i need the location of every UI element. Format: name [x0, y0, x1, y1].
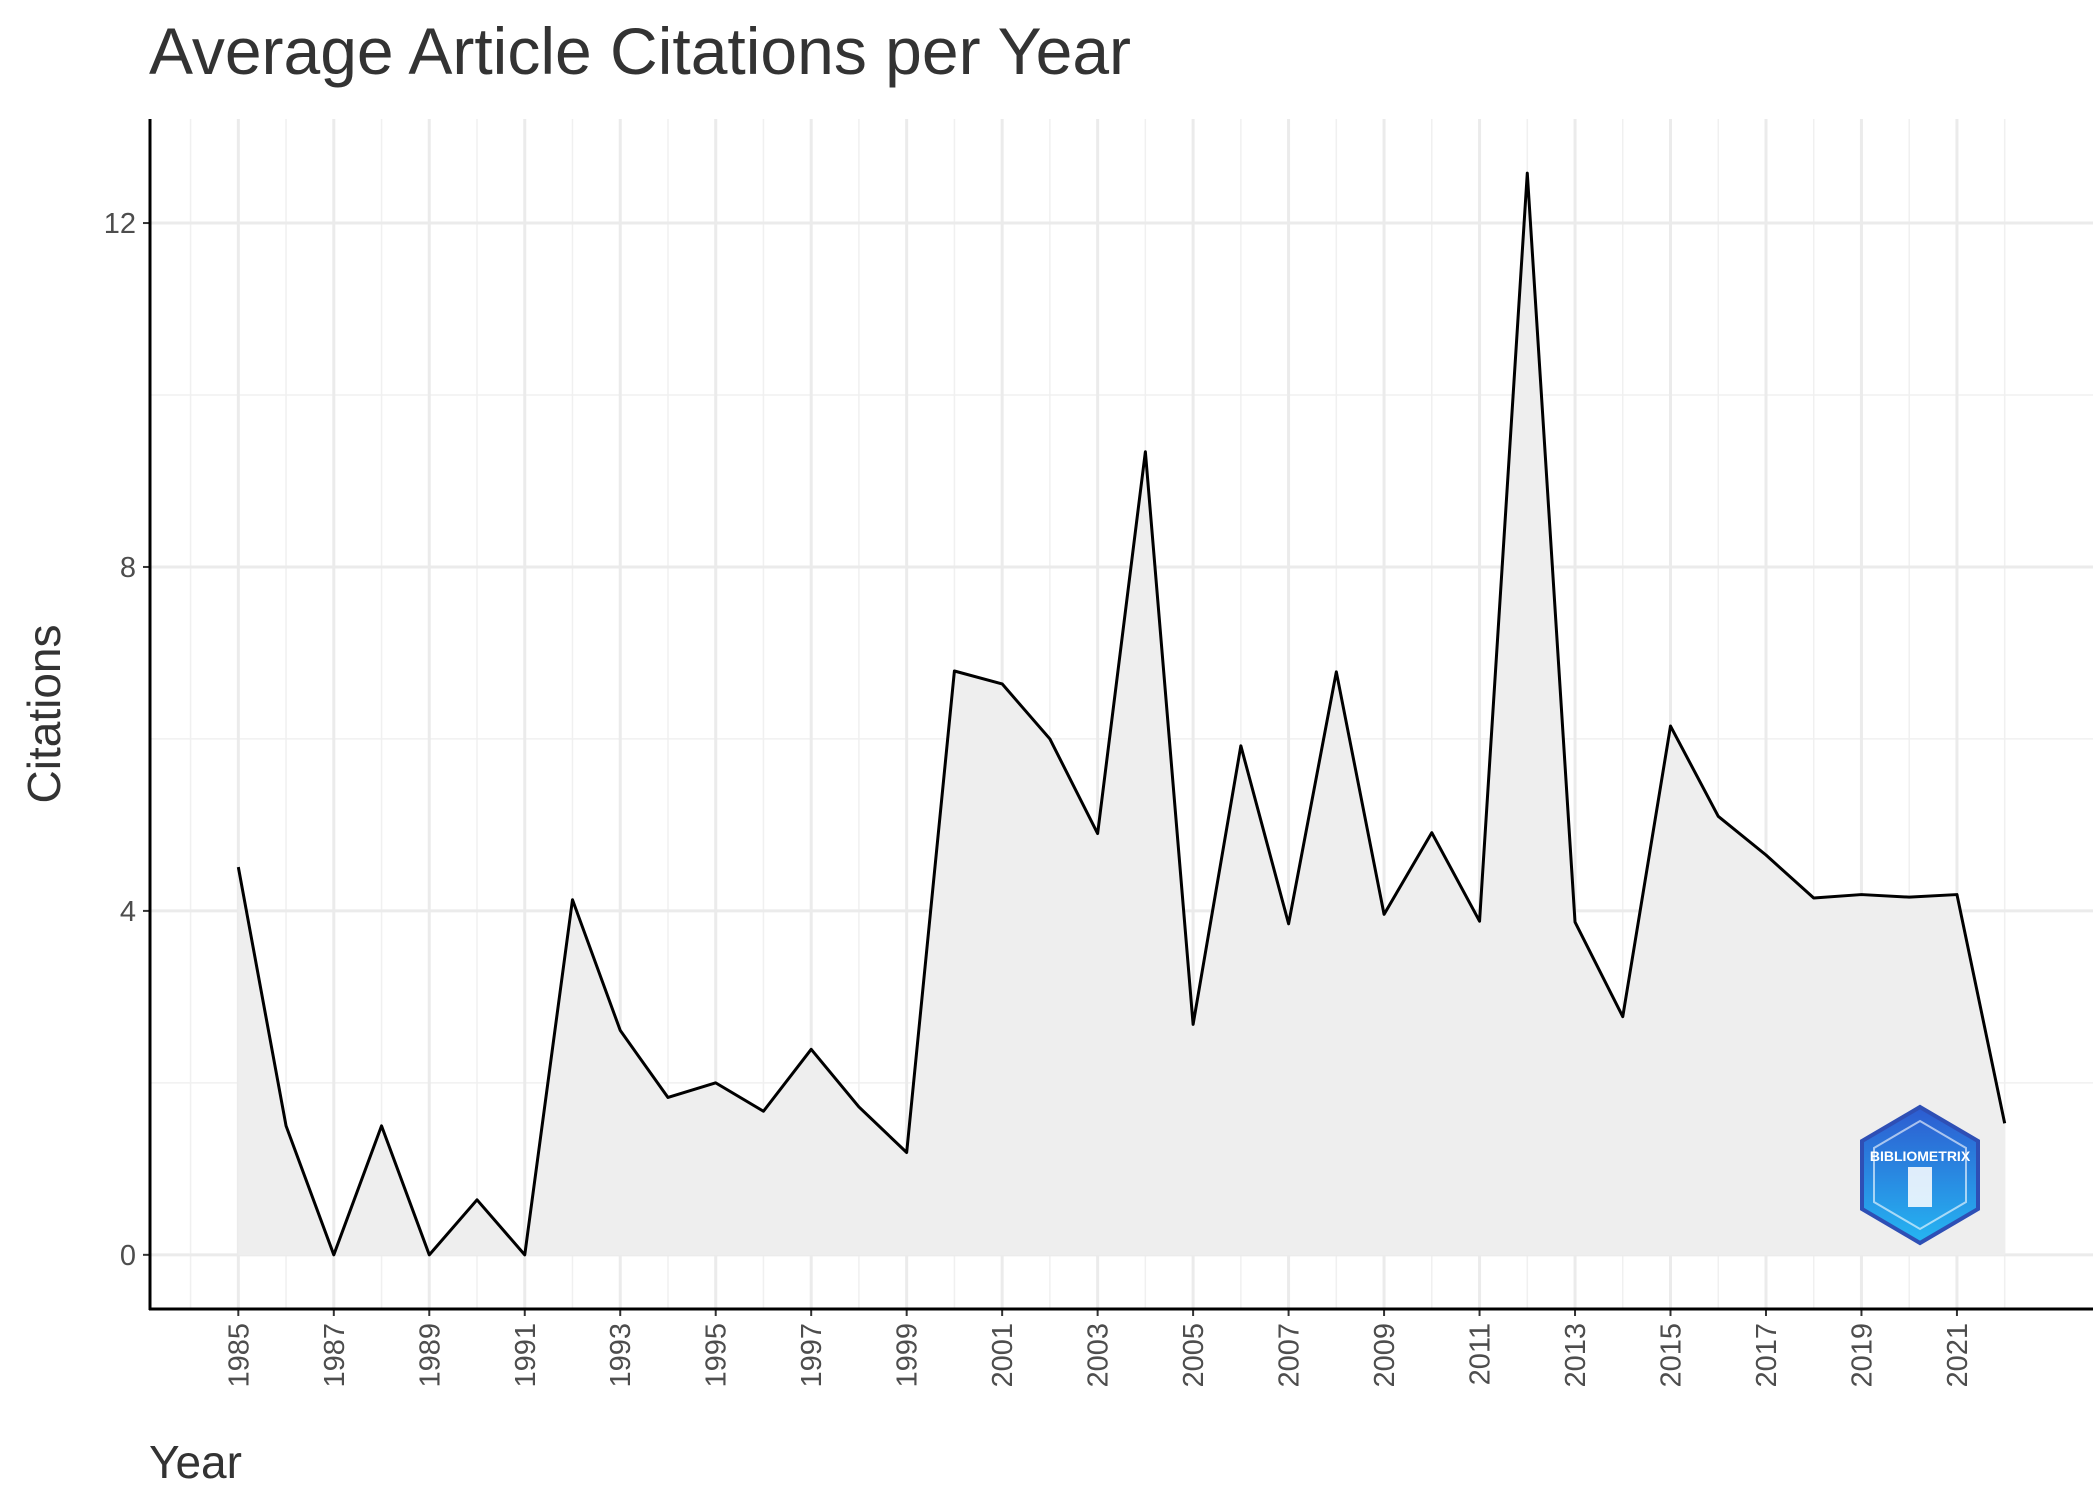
marks — [236, 171, 2007, 1257]
line — [236, 171, 2007, 1257]
y-tick-label: 8 — [120, 552, 136, 584]
x-tick-label: 2013 — [1560, 1323, 1592, 1388]
x-tick-label: 1997 — [796, 1323, 828, 1388]
x-tick-label: 1993 — [605, 1323, 637, 1388]
x-tick-label: 2015 — [1656, 1323, 1688, 1388]
x-axis-title: Year — [149, 1436, 242, 1488]
chart-title: Average Article Citations per Year — [149, 14, 1131, 88]
x-tick-label: 2007 — [1274, 1323, 1306, 1388]
x-tick-label: 2019 — [1846, 1323, 1878, 1388]
logo-text: BIBLIOMETRIX — [1870, 1148, 1971, 1164]
y-axis-title: Citations — [18, 625, 70, 804]
y-tick-label: 4 — [120, 896, 136, 928]
logo: BIBLIOMETRIX — [1860, 1104, 1980, 1246]
x-tick-label: 2005 — [1178, 1323, 1210, 1388]
x-tick-label: 1989 — [414, 1323, 446, 1388]
x-tick-label: 1985 — [223, 1323, 255, 1388]
x-tick-label: 2003 — [1083, 1323, 1115, 1388]
axes: 0 4 8 12 1985 1987 1989 1991 1993 1995 1997 1999 200… — [104, 119, 2093, 1388]
x-tick-label: 1987 — [319, 1323, 351, 1388]
x-tick-label: 2021 — [1942, 1323, 1974, 1388]
x-tick-label: 2009 — [1369, 1323, 1401, 1388]
x-tick-label: 1991 — [510, 1323, 542, 1388]
x-tick-label: 1999 — [892, 1323, 924, 1388]
x-tick-label: 1995 — [701, 1323, 733, 1388]
x-tick-label: 2017 — [1751, 1323, 1783, 1388]
x-tick-label: 2001 — [987, 1323, 1019, 1388]
x-tick-label: 2011 — [1465, 1323, 1497, 1385]
y-tick-label: 0 — [120, 1240, 136, 1272]
y-tick-label: 12 — [104, 208, 136, 240]
area — [238, 173, 2005, 1255]
